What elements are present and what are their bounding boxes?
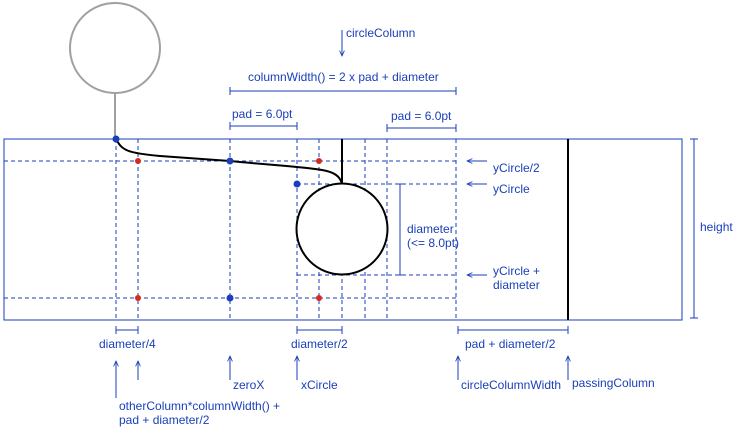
pad-half-diameter-bracket [457,326,569,334]
diameter-half-bracket [296,326,343,334]
column-width-bracket [229,87,457,95]
diameter-note-line1: diameter [407,222,454,236]
connector-curve [115,138,343,185]
pad-left-bracket [229,122,298,130]
zero-x-label: zeroX [233,378,264,392]
red-marker [316,295,322,301]
passing-column-label: passingColumn [572,376,655,390]
pad-right-bracket [386,124,457,132]
red-marker [316,158,322,164]
blue-marker [226,157,234,165]
other-column-line2: pad + diameter/2 [119,413,210,427]
bottom-arrows [116,356,568,398]
diameter-bracket [396,183,404,276]
diameter-note-line2: (<= 8.0pt) [407,236,459,250]
blue-marker [293,180,301,188]
height-bracket [690,138,698,319]
diameter-quarter-label: diameter/4 [99,337,156,351]
column-width-label: columnWidth() = 2 x pad + diameter [248,70,439,84]
other-column-circle [69,2,161,94]
circle-column-width-label: circleColumnWidth [461,378,561,392]
circle-column-label: circleColumn [346,26,415,40]
blue-marker [112,135,120,143]
y-circle-plus-line2: diameter [493,278,540,292]
pad-left-label: pad = 6.0pt [232,107,293,121]
height-label: height [700,220,733,234]
red-marker [135,295,141,301]
diameter-quarter-bracket [115,326,139,334]
markers [112,135,322,302]
diameter-half-label: diameter/2 [291,337,348,351]
x-circle-label: xCircle [301,378,338,392]
y-circle-plus-line1: yCircle + [493,264,540,278]
blue-marker [226,294,234,302]
main-circle [295,182,389,276]
y-circle-half-label: yCircle/2 [493,161,540,175]
red-marker [135,158,141,164]
pad-right-label: pad = 6.0pt [391,109,452,123]
other-column-line1: otherColumn*columnWidth() + [119,399,280,413]
pad-half-diameter-label: pad + diameter/2 [465,337,556,351]
y-circle-label: yCircle [493,182,530,196]
